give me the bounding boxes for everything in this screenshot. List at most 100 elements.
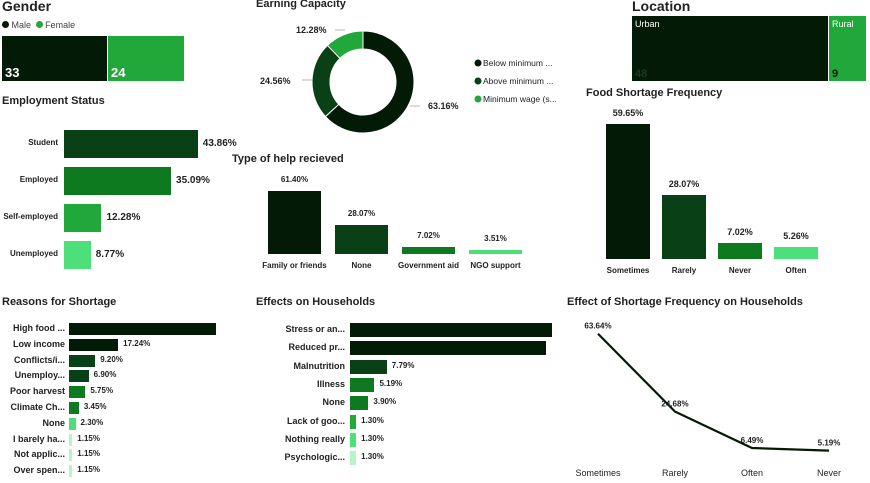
freq-label-rarely: Rarely	[671, 266, 697, 275]
reasons-bar-i-barely-ha[interactable]	[69, 433, 73, 446]
reasons-label-low-income: Low income	[12, 338, 65, 349]
freq-bar-never[interactable]	[718, 243, 762, 259]
emp-label-employed: Employed	[19, 175, 58, 184]
earning-label-1: 63.16%	[428, 101, 459, 111]
help-value-ngo-support: 3.51%	[484, 234, 507, 244]
donut-slice-minimum-wage-s	[326, 30, 364, 60]
effects-bar-illness[interactable]	[350, 377, 375, 392]
location-rural-block[interactable]: Rural 9	[829, 16, 866, 81]
reasons-bar-high-food[interactable]	[69, 323, 217, 335]
effects-label-stress-or-an: Stress or an...	[285, 324, 345, 334]
reasons-bar-low-income[interactable]	[69, 338, 119, 351]
effect-freq-value-often: 6.49%	[741, 436, 764, 445]
effects-value-nothing-really: 1.30%	[361, 433, 384, 443]
effects-bar-none[interactable]	[350, 396, 369, 411]
freq-bar-rarely[interactable]	[662, 195, 706, 259]
effects-label-illness: Illness	[316, 378, 345, 389]
earning-donut: 63.16% 24.56% 12.28% Below minimum ... A…	[260, 25, 557, 134]
emp-value-employed: 35.09%	[176, 175, 210, 186]
help-bar-government-aid[interactable]	[402, 246, 455, 254]
emp-bar-self-employed[interactable]	[64, 204, 102, 232]
reasons-title: Reasons for Shortage	[2, 296, 117, 308]
location-urban-block[interactable]: Urban 48	[632, 16, 828, 81]
help-bar-ngo-support[interactable]	[469, 250, 522, 254]
frequency-title: Food Shortage Frequency	[586, 87, 723, 99]
reasons-value-none: 2.30%	[80, 417, 104, 427]
effects-label-reduced-pr: Reduced pr...	[288, 342, 345, 353]
help-value-government-aid: 7.02%	[417, 230, 440, 240]
reasons-bar-poor-harvest[interactable]	[69, 386, 86, 399]
effect-freq-value-rarely: 24.68%	[661, 400, 688, 409]
reasons-bar-not-applic[interactable]	[69, 449, 73, 462]
effects-bar-malnutrition[interactable]	[350, 359, 387, 374]
donut-slice-below-minimum	[324, 30, 415, 134]
gender-title: Gender	[2, 0, 52, 14]
effects-label-none: None	[322, 397, 346, 408]
emp-value-unemployed: 8.77%	[95, 249, 125, 260]
emp-bar-unemployed[interactable]	[64, 241, 91, 269]
legend-minimum: Minimum wage (s...	[483, 94, 557, 104]
effect-freq-marks: 63.64% Sometimes 24.68% Rarely 6.49% Often 5.1…	[575, 322, 841, 478]
reasons-bar-climate-ch[interactable]	[69, 402, 79, 414]
location-urban-value: 48	[635, 68, 648, 80]
gender-male-block[interactable]: 33	[2, 36, 107, 81]
emp-value-student: 43.86%	[202, 138, 237, 149]
effect-freq-line	[597, 332, 830, 452]
reasons-bar-over-spen[interactable]	[69, 465, 73, 478]
effects-value-lack-of-goo: 1.30%	[361, 415, 384, 425]
effects-bar-nothing-really[interactable]	[350, 432, 357, 447]
effect-freq-line-chart: 63.64% Sometimes 24.68% Rarely 6.49% Often 5.1…	[575, 322, 841, 478]
emp-label-self-employed: Self-employed	[3, 212, 58, 221]
reasons-value-over-spen: 1.15%	[77, 465, 100, 475]
freq-bar-often[interactable]	[774, 247, 818, 259]
earning-label-2: 24.56%	[260, 76, 291, 86]
emp-bar-employed[interactable]	[64, 167, 172, 195]
legend-dot-above	[474, 77, 482, 85]
effects-bar-lack-of-goo[interactable]	[350, 414, 357, 429]
location-urban-label: Urban	[635, 19, 660, 29]
effects-label-lack-of-goo: Lack of goo...	[286, 415, 345, 426]
effect-freq-value-sometimes: 63.64%	[584, 322, 611, 331]
effects-bar-stress-or-an[interactable]	[350, 323, 553, 337]
reasons-value-low-income: 17.24%	[123, 338, 151, 348]
donut-slice-above-minimum	[311, 44, 341, 118]
effects-value-malnutrition: 7.79%	[391, 360, 415, 370]
help-bar-none[interactable]	[335, 225, 388, 254]
legend-label-female: Female	[45, 20, 76, 30]
effects-bar-psychologic[interactable]	[350, 451, 357, 466]
freq-value-sometimes: 59.65%	[612, 107, 644, 118]
freq-bar-sometimes[interactable]	[606, 123, 650, 259]
help-title: Type of help recieved	[232, 153, 344, 165]
reasons-label-not-applic: Not applic...	[13, 449, 65, 460]
reasons-value-climate-ch: 3.45%	[83, 402, 107, 411]
reasons-bar-unemploy[interactable]	[69, 370, 89, 383]
reasons-label-climate-ch: Climate Ch...	[10, 402, 65, 412]
reasons-value-conflicts-i: 9.20%	[100, 354, 123, 364]
effect-freq-xlabel-often: Often	[741, 468, 763, 478]
effects-value-none: 3.90%	[373, 397, 397, 407]
effects-label-malnutrition: Malnutrition	[293, 360, 346, 371]
reasons-label-over-spen: Over spen...	[13, 465, 65, 476]
reasons-value-not-applic: 1.15%	[77, 449, 100, 459]
gender-legend: Male Female	[2, 20, 75, 30]
legend-dot-below	[474, 59, 482, 67]
freq-value-often: 5.26%	[783, 231, 809, 242]
gender-female-block[interactable]: 24	[108, 36, 184, 81]
location-rural-label: Rural	[832, 19, 854, 29]
legend-dot-female	[35, 21, 43, 28]
effects-bar-reduced-pr[interactable]	[350, 341, 547, 356]
location-rural-value: 9	[832, 68, 839, 80]
reasons-value-unemploy: 6.90%	[93, 370, 117, 380]
reasons-bar-conflicts-i[interactable]	[69, 354, 96, 367]
effects-title: Effects on Households	[256, 296, 376, 308]
reasons-value-poor-harvest: 5.75%	[90, 386, 114, 396]
reasons-bar-none[interactable]	[69, 417, 76, 430]
effect-freq-value-never: 5.19%	[818, 439, 841, 448]
emp-bar-student[interactable]	[64, 130, 198, 158]
help-value-none: 28.07%	[347, 209, 376, 219]
reasons-label-high-food: High food ...	[13, 323, 65, 333]
emp-label-student: Student	[28, 138, 58, 147]
reasons-label-poor-harvest: Poor harvest	[9, 386, 65, 397]
help-bar-family-or-friends[interactable]	[268, 191, 321, 254]
reasons-label-i-barely-ha: I barely ha...	[12, 433, 65, 444]
